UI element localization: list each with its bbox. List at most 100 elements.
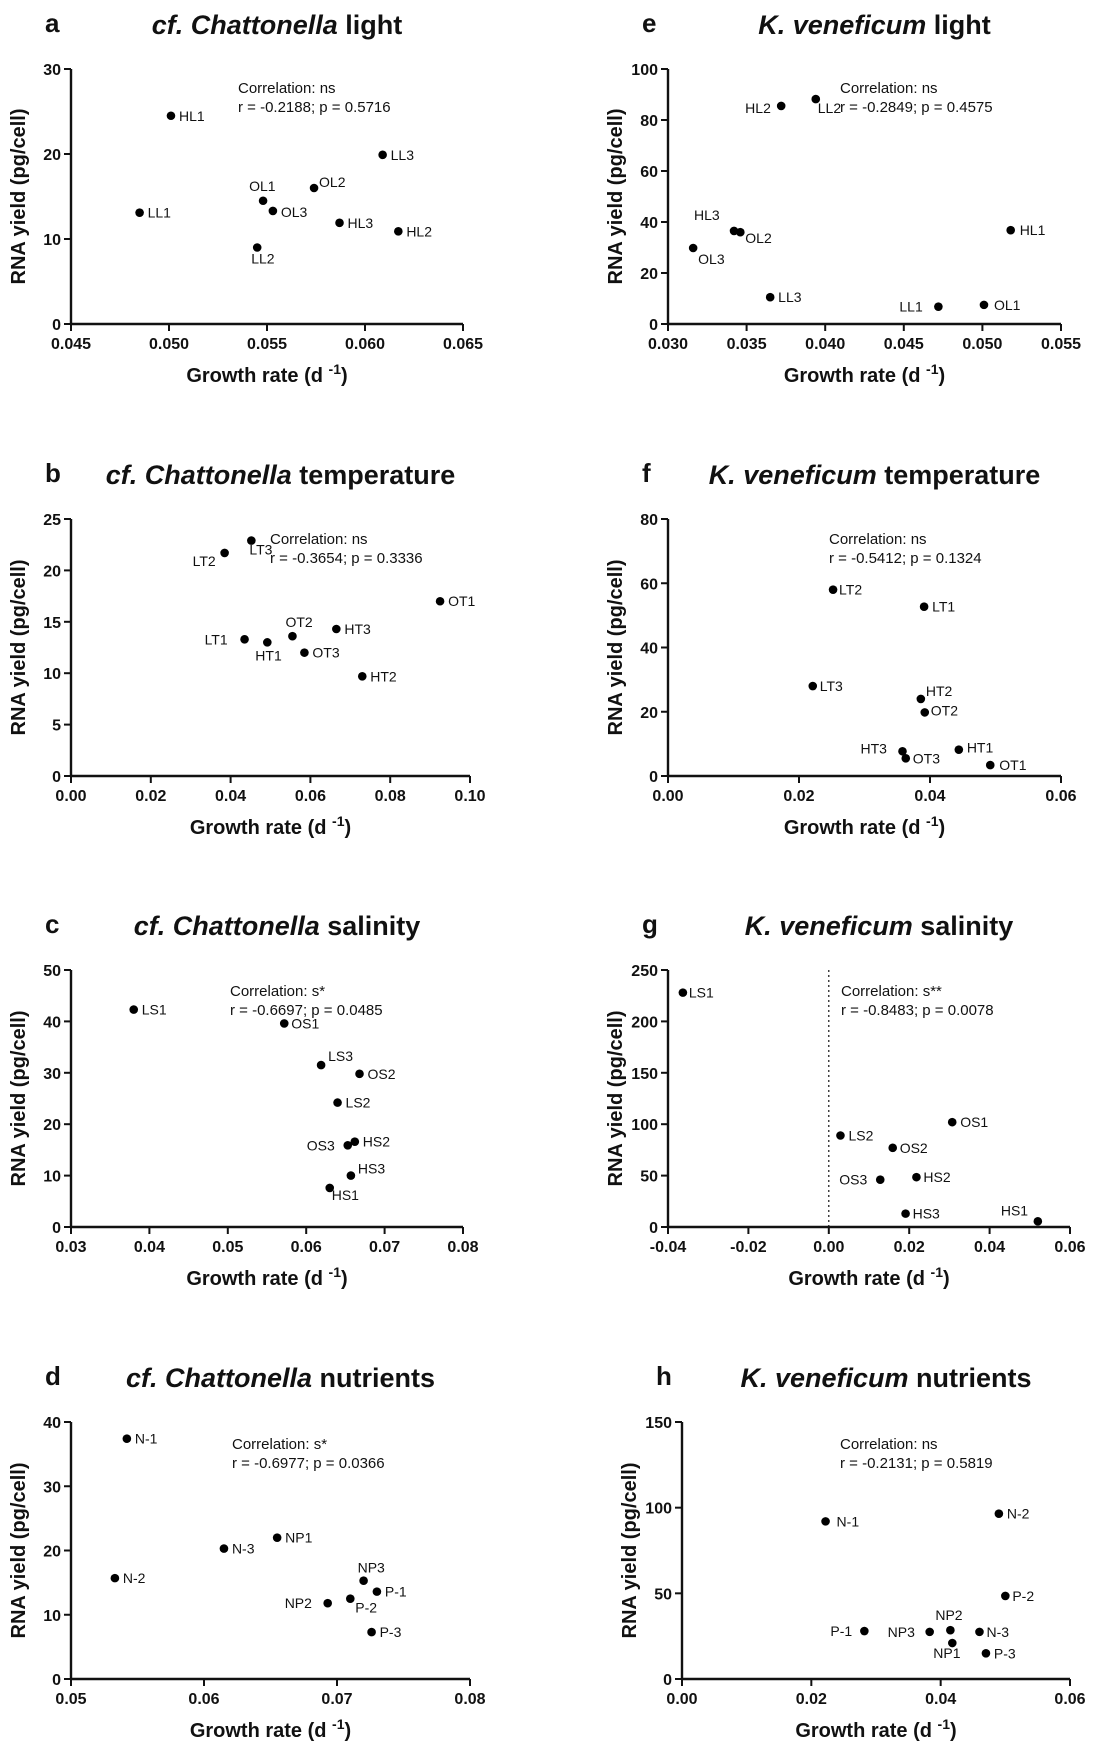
x-tick-label: 0.02 — [135, 788, 166, 805]
data-point — [946, 1625, 955, 1635]
data-point — [898, 746, 907, 756]
point-label: P-3 — [380, 1624, 402, 1640]
y-tick-label: 5 — [52, 718, 61, 735]
x-axis-label-end: ) — [341, 1268, 348, 1290]
y-tick-label: 40 — [43, 1014, 61, 1031]
x-tick-label: 0.050 — [962, 336, 1002, 353]
x-axis-label-end: ) — [950, 1720, 957, 1742]
data-point — [435, 596, 445, 606]
panel-letter: e — [642, 8, 656, 38]
y-tick-label: 30 — [43, 1066, 61, 1083]
data-point — [166, 111, 176, 121]
x-axis-label-end: ) — [939, 365, 946, 387]
data-point — [288, 631, 297, 641]
point-label: HT1 — [255, 647, 282, 663]
data-point — [916, 694, 926, 704]
x-axis-label: Growth rate (d -1) — [190, 813, 351, 839]
point-label: OT3 — [913, 750, 940, 766]
data-point — [332, 624, 341, 634]
x-tick-label: 0.04 — [914, 788, 945, 805]
x-axis-label-text: Growth rate (d — [788, 1268, 930, 1290]
point-label: HL3 — [348, 215, 374, 231]
point-label: OT2 — [931, 702, 958, 718]
panel-title: K. veneficum salinity — [745, 911, 1014, 941]
data-point — [888, 1143, 898, 1153]
y-tick-label: 80 — [640, 113, 658, 130]
correlation-stats: r = -0.2131; p = 0.5819 — [840, 1455, 993, 1472]
x-tick-label: 0.04 — [134, 1239, 165, 1256]
point-label: HL2 — [406, 223, 432, 239]
y-tick-label: 50 — [43, 963, 61, 980]
y-tick-label: 0 — [52, 769, 61, 786]
y-tick-label: 200 — [631, 1014, 658, 1031]
point-label: NP2 — [935, 1607, 962, 1623]
data-point — [954, 745, 964, 754]
x-axis-label-text: Growth rate (d — [186, 1268, 328, 1290]
y-axis-label: RNA yield (pg/cell) — [8, 1011, 30, 1187]
point-label: OL3 — [698, 251, 725, 267]
y-tick-label: 20 — [43, 147, 61, 164]
panel-letter: d — [45, 1361, 61, 1391]
correlation-text: Correlation: s* — [232, 1436, 327, 1453]
y-axis-label: RNA yield (pg/cell) — [605, 560, 627, 736]
panel-title: K. veneficum light — [758, 10, 991, 40]
correlation-stats: r = -0.2849; p = 0.4575 — [840, 99, 993, 116]
x-tick-label: 0.00 — [666, 1691, 697, 1708]
y-axis-label: RNA yield (pg/cell) — [8, 109, 30, 285]
y-axis-label: RNA yield (pg/cell) — [605, 1011, 627, 1187]
panel-f: f K. veneficum temperature 0.00 0.02 0.04 0.0… — [605, 458, 1077, 839]
point-label: OL1 — [994, 297, 1021, 313]
point-label: HS1 — [1001, 1202, 1028, 1218]
point-label: N-3 — [986, 1624, 1009, 1640]
x-axis-label-superscript: -1 — [332, 813, 345, 829]
x-tick-label: 0.045 — [884, 336, 924, 353]
panel-title-species: cf. Chattonella — [152, 10, 338, 40]
panel-h: h K. veneficum nutrients 0.00 0.02 0.04 0.06 0… — [619, 1361, 1086, 1742]
point-label: LL2 — [818, 100, 842, 116]
panel-title-species: cf. Chattonella — [106, 460, 292, 490]
data-point — [981, 1649, 991, 1658]
x-axis-label-superscript: -1 — [931, 1264, 944, 1280]
y-tick-label: 30 — [43, 62, 61, 79]
panel-letter: a — [45, 8, 60, 38]
panel-e: e K. veneficum light 0.030 0.035 0.040 0.045 0… — [605, 8, 1081, 387]
point-label: LT3 — [249, 542, 272, 558]
correlation-stats: r = -0.6977; p = 0.0366 — [232, 1455, 385, 1472]
data-point — [875, 1175, 885, 1185]
x-axis-label-superscript: -1 — [926, 813, 939, 829]
point-label: N-3 — [232, 1541, 255, 1557]
data-point — [828, 585, 838, 594]
x-tick-label: 0.030 — [648, 336, 688, 353]
point-label: LL3 — [391, 147, 415, 163]
data-point — [343, 1140, 353, 1150]
correlation-text: Correlation: ns — [238, 80, 336, 97]
point-label: OS2 — [900, 1140, 928, 1156]
x-axis-label-text: Growth rate (d — [784, 365, 926, 387]
data-point — [359, 1576, 368, 1585]
x-tick-label: 0.07 — [369, 1239, 400, 1256]
correlation-stats: r = -0.5412; p = 0.1324 — [829, 550, 982, 567]
y-tick-label: 20 — [43, 563, 61, 580]
correlation-stats: r = -0.6697; p = 0.0485 — [230, 1002, 383, 1019]
x-tick-label: 0.08 — [447, 1239, 478, 1256]
y-tick-label: 0 — [52, 1220, 61, 1237]
data-point — [122, 1434, 132, 1444]
x-axis-label-text: Growth rate (d — [784, 817, 926, 839]
x-axis-label-superscript: -1 — [332, 1716, 345, 1732]
panel-c: c cf. Chattonella salinity 0.03 0.04 0.05 0.0… — [8, 909, 479, 1290]
point-label: LS3 — [328, 1048, 353, 1064]
data-point — [335, 218, 344, 228]
y-tick-label: 10 — [43, 666, 61, 683]
point-label: OS2 — [368, 1066, 396, 1082]
panel-title: K. veneficum nutrients — [740, 1363, 1031, 1393]
panel-title-species: K. veneficum — [740, 1363, 908, 1393]
correlation-text: Correlation: s* — [230, 983, 325, 1000]
y-tick-label: 0 — [52, 1672, 61, 1689]
data-point — [323, 1598, 332, 1608]
panel-d: d cf. Chattonella nutrients 0.05 0.06 0.07 0.… — [8, 1361, 486, 1742]
correlation-text: Correlation: ns — [840, 1436, 938, 1453]
point-label: LL1 — [148, 205, 172, 221]
x-tick-label: 0.045 — [51, 336, 91, 353]
data-point — [925, 1627, 934, 1637]
x-tick-label: -0.02 — [730, 1239, 767, 1256]
